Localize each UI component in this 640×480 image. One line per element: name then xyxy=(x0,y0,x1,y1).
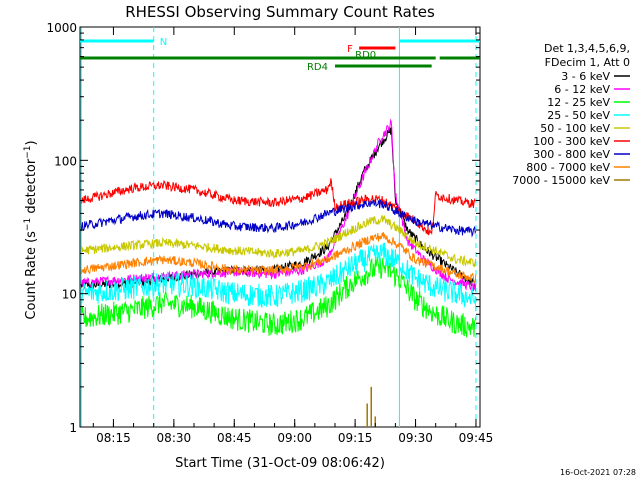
legend-entry-label: 3 - 6 keV xyxy=(561,70,610,83)
series-50-100-kev xyxy=(80,214,477,268)
y-axis-label: Count Rate (s−1 detector−1) xyxy=(23,140,39,319)
legend-entry-label: 800 - 7000 keV xyxy=(526,161,610,174)
x-tick-label: 09:30 xyxy=(398,431,433,445)
legend-header-2: FDecim 1, Att 0 xyxy=(545,56,630,69)
legend-entry-label: 7000 - 15000 keV xyxy=(512,174,610,187)
plot-frame xyxy=(79,26,481,428)
x-tick-label: 09:15 xyxy=(338,431,373,445)
legend-header-1: Det 1,3,4,5,6,9, xyxy=(544,42,630,55)
legend-entry-label: 25 - 50 keV xyxy=(547,109,610,122)
series-100-300-kev xyxy=(80,178,476,236)
series-300-800-kev xyxy=(80,199,477,238)
series-layer xyxy=(80,118,477,427)
series-12-25-kev xyxy=(80,256,477,338)
y-tick-label: 1 xyxy=(69,421,77,435)
legend: Det 1,3,4,5,6,9, FDecim 1, Att 0 3 - 6 k… xyxy=(512,42,630,187)
x-tick-label: 09:00 xyxy=(277,431,312,445)
y-tick-label: 1000 xyxy=(46,21,77,35)
x-tick-label: 09:45 xyxy=(459,431,494,445)
legend-entry-label: 6 - 12 keV xyxy=(554,83,610,96)
chart-title: RHESSI Observing Summary Count Rates xyxy=(125,3,435,21)
annotation-n-label: N xyxy=(160,37,167,48)
y-axis-ticks: 1 10 100 1000 xyxy=(46,21,480,435)
series-6-12-kev xyxy=(80,118,477,292)
legend-entry-label: 12 - 25 keV xyxy=(547,96,610,109)
series-800-7000-kev xyxy=(80,232,477,284)
series-3-6-kev xyxy=(80,127,476,289)
legend-entry-label: 50 - 100 keV xyxy=(540,122,610,135)
plot-border xyxy=(79,26,481,428)
y-tick-label: 10 xyxy=(62,288,77,302)
annotation-f-label: F xyxy=(347,44,353,55)
y-tick-label: 100 xyxy=(54,154,77,168)
annotation-rd4-label: RD4 xyxy=(307,62,328,73)
x-tick-label: 08:30 xyxy=(157,431,192,445)
x-tick-label: 08:15 xyxy=(96,431,131,445)
vertical-markers xyxy=(80,27,477,427)
x-tick-label: 08:45 xyxy=(217,431,252,445)
annotation-rd0-label: RD0 xyxy=(355,50,376,61)
series-25-50-kev xyxy=(80,242,477,312)
timestamp: 16-Oct-2021 07:28 xyxy=(560,468,636,477)
x-axis-label: Start Time (31-Oct-09 08:06:42) xyxy=(175,456,385,471)
x-axis-ticks: 08:15 08:30 08:45 09:00 09:15 09:30 09:45 xyxy=(92,27,494,445)
legend-entry-label: 100 - 300 keV xyxy=(533,135,610,148)
legend-entry-label: 300 - 800 keV xyxy=(533,148,610,161)
